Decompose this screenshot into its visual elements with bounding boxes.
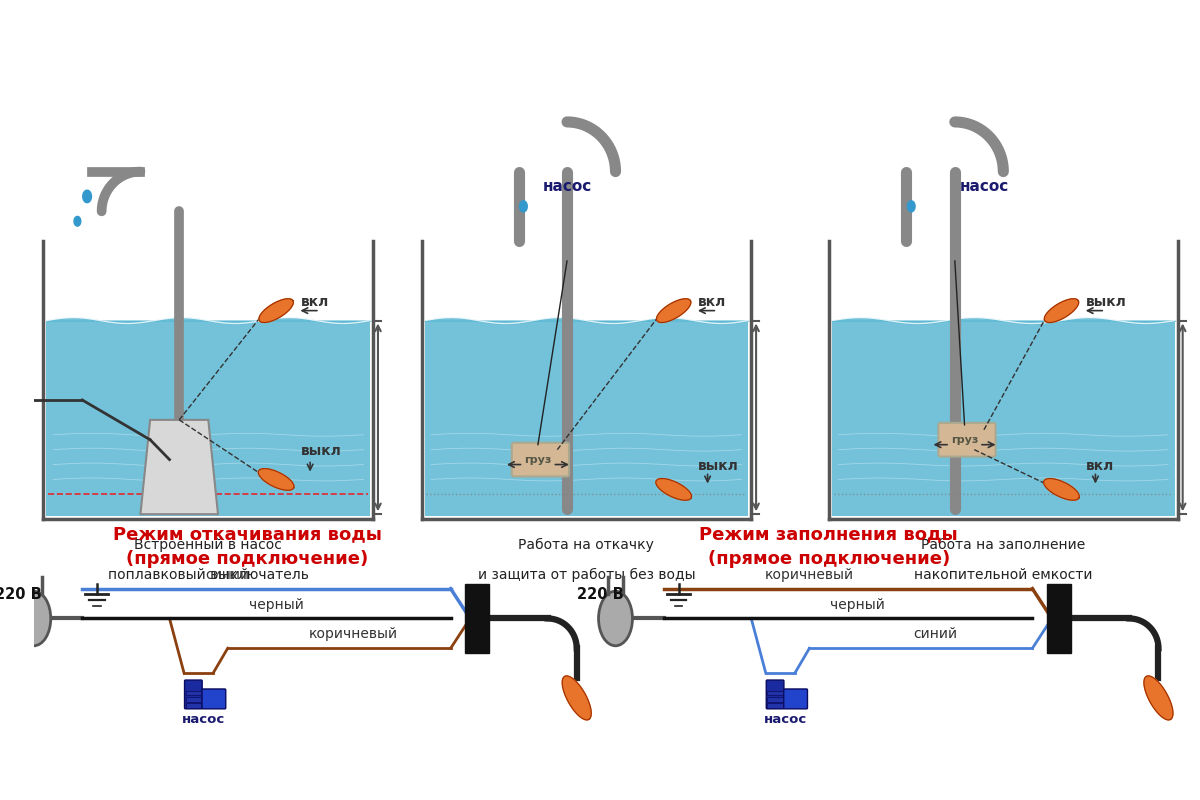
Text: накопительной емкости: накопительной емкости	[914, 568, 1092, 582]
FancyBboxPatch shape	[186, 697, 202, 702]
Text: Режим откачивания воды: Режим откачивания воды	[113, 525, 382, 543]
Polygon shape	[258, 469, 294, 490]
Text: выкл: выкл	[698, 458, 739, 473]
Text: выкл: выкл	[1086, 294, 1127, 309]
FancyBboxPatch shape	[202, 689, 226, 709]
Text: насос: насос	[959, 179, 1008, 194]
FancyBboxPatch shape	[767, 697, 782, 702]
Polygon shape	[656, 298, 691, 322]
Text: синий: синий	[205, 568, 250, 582]
FancyBboxPatch shape	[767, 703, 782, 708]
Text: насос: насос	[763, 713, 806, 726]
Text: выкл: выкл	[300, 444, 341, 458]
Ellipse shape	[17, 591, 50, 646]
Text: черный: черный	[830, 598, 886, 611]
Text: коричневый: коричневый	[310, 627, 398, 642]
Polygon shape	[656, 478, 691, 500]
Text: и защита от работы без воды: и защита от работы без воды	[478, 568, 695, 582]
Text: груз: груз	[524, 454, 552, 465]
Text: 220 В: 220 В	[0, 586, 42, 602]
Text: поплавковый выключатель: поплавковый выключатель	[108, 568, 308, 582]
Text: вкл: вкл	[300, 294, 329, 309]
Polygon shape	[83, 190, 91, 202]
Text: черный: черный	[248, 598, 304, 611]
FancyBboxPatch shape	[832, 321, 1175, 516]
Polygon shape	[259, 298, 293, 322]
FancyBboxPatch shape	[1046, 584, 1072, 654]
FancyBboxPatch shape	[185, 680, 202, 709]
Text: вкл: вкл	[698, 294, 726, 309]
FancyBboxPatch shape	[511, 442, 569, 477]
Polygon shape	[1144, 676, 1172, 720]
Text: 220 В: 220 В	[577, 586, 624, 602]
Text: Режим заполнения воды: Режим заполнения воды	[700, 525, 958, 543]
FancyBboxPatch shape	[425, 321, 749, 516]
FancyBboxPatch shape	[784, 689, 808, 709]
Polygon shape	[907, 201, 916, 212]
FancyBboxPatch shape	[186, 691, 202, 695]
Text: Встроенный в насос: Встроенный в насос	[134, 538, 282, 552]
FancyBboxPatch shape	[47, 321, 371, 516]
Text: (прямое подключение): (прямое подключение)	[708, 550, 950, 568]
Text: коричневый: коричневый	[764, 568, 854, 582]
Polygon shape	[520, 201, 527, 212]
Text: насос: насос	[542, 179, 592, 194]
FancyBboxPatch shape	[767, 691, 782, 695]
Polygon shape	[563, 676, 592, 720]
Polygon shape	[1044, 478, 1079, 500]
Polygon shape	[74, 216, 80, 226]
FancyBboxPatch shape	[466, 584, 490, 654]
Text: (прямое подключение): (прямое подключение)	[126, 550, 368, 568]
Ellipse shape	[0, 375, 5, 425]
FancyBboxPatch shape	[938, 423, 996, 457]
Ellipse shape	[599, 591, 632, 646]
Text: груз: груз	[950, 434, 978, 445]
Text: вкл: вкл	[1086, 458, 1114, 473]
FancyBboxPatch shape	[767, 680, 784, 709]
Polygon shape	[140, 420, 218, 514]
Polygon shape	[1044, 298, 1079, 322]
FancyBboxPatch shape	[186, 703, 202, 708]
Text: насос: насос	[182, 713, 226, 726]
Text: Работа на заполнение: Работа на заполнение	[922, 538, 1086, 552]
Text: синий: синий	[913, 627, 958, 642]
Text: Работа на откачку: Работа на откачку	[518, 538, 654, 552]
